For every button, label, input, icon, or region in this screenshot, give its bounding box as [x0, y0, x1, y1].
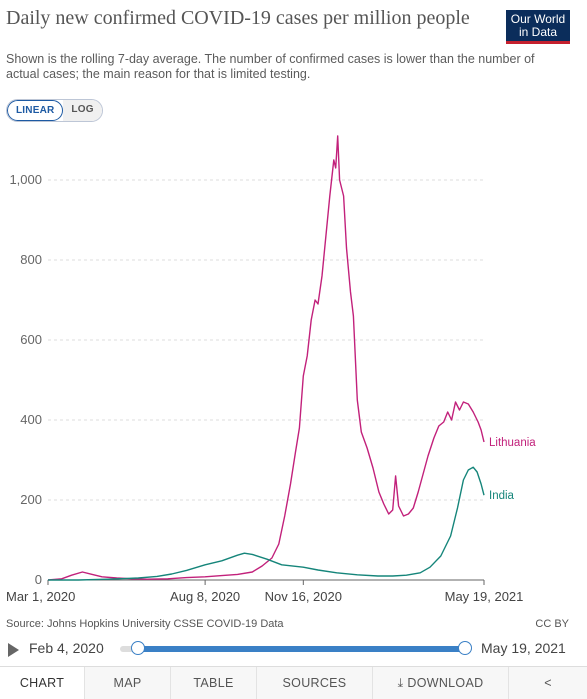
series-lines: [47, 135, 485, 581]
y-axis-ticks: 0 200 400 600 800 1,000: [9, 172, 42, 587]
y-tick-label: 1,000: [9, 172, 42, 187]
y-tick-label: 800: [20, 252, 42, 267]
download-icon: ⤓: [397, 675, 404, 690]
chart-grid: [48, 179, 484, 581]
owid-logo[interactable]: Our World in Data: [506, 10, 570, 44]
y-tick-label: 0: [35, 572, 42, 587]
logo-line-2: in Data: [518, 25, 558, 39]
tab-download[interactable]: ⤓ DOWNLOAD: [373, 667, 509, 699]
timeline-start-handle[interactable]: [131, 641, 145, 655]
share-button[interactable]: <: [509, 667, 587, 699]
y-tick-label: 200: [20, 492, 42, 507]
timeline-selected-range: [138, 646, 464, 652]
x-tick-label: May 19, 2021: [445, 589, 524, 604]
log-scale-button[interactable]: LOG: [63, 100, 102, 121]
source-note[interactable]: Source: Johns Hopkins University CSSE CO…: [6, 618, 284, 630]
timeline-end-handle[interactable]: [458, 641, 472, 655]
chart-title: Daily new confirmed COVID-19 cases per m…: [6, 7, 470, 29]
logo-line-1: Our World: [510, 12, 566, 26]
chart-subtitle: Shown is the rolling 7-day average. The …: [6, 52, 535, 81]
timeline-start-label: Feb 4, 2020: [29, 640, 104, 656]
series-line-lithuania: [47, 135, 485, 581]
tab-bar: CHART MAP TABLE SOURCES ⤓ DOWNLOAD <: [0, 666, 587, 699]
tab-chart[interactable]: CHART: [0, 667, 85, 699]
license-link[interactable]: CC BY: [535, 618, 569, 630]
scale-toggle: LINEAR LOG: [6, 99, 103, 122]
line-chart: 0 200 400 600 800 1,000 Mar 1, 2020 Aug 8, 202…: [6, 135, 536, 604]
series-label-lithuania: Lithuania: [489, 437, 536, 449]
y-tick-label: 400: [20, 412, 42, 427]
tab-download-label: DOWNLOAD: [407, 676, 484, 690]
share-icon: <: [544, 676, 552, 690]
y-tick-label: 600: [20, 332, 42, 347]
play-icon[interactable]: [8, 643, 19, 657]
x-axis-ticks: Mar 1, 2020 Aug 8, 2020 Nov 16, 2020 May 19…: [6, 580, 523, 604]
tab-map[interactable]: MAP: [85, 667, 171, 699]
series-labels: Lithuania India: [489, 437, 536, 502]
linear-scale-button[interactable]: LINEAR: [7, 100, 64, 121]
timeline: Feb 4, 2020 May 19, 2021: [0, 636, 587, 662]
tab-table[interactable]: TABLE: [171, 667, 257, 699]
x-tick-label: Aug 8, 2020: [170, 589, 240, 604]
timeline-end-label: May 19, 2021: [481, 640, 566, 656]
x-tick-label: Mar 1, 2020: [6, 589, 75, 604]
series-label-india: India: [489, 490, 515, 502]
tab-sources[interactable]: SOURCES: [257, 667, 373, 699]
series-line-india: [48, 466, 485, 581]
x-tick-label: Nov 16, 2020: [265, 589, 342, 604]
